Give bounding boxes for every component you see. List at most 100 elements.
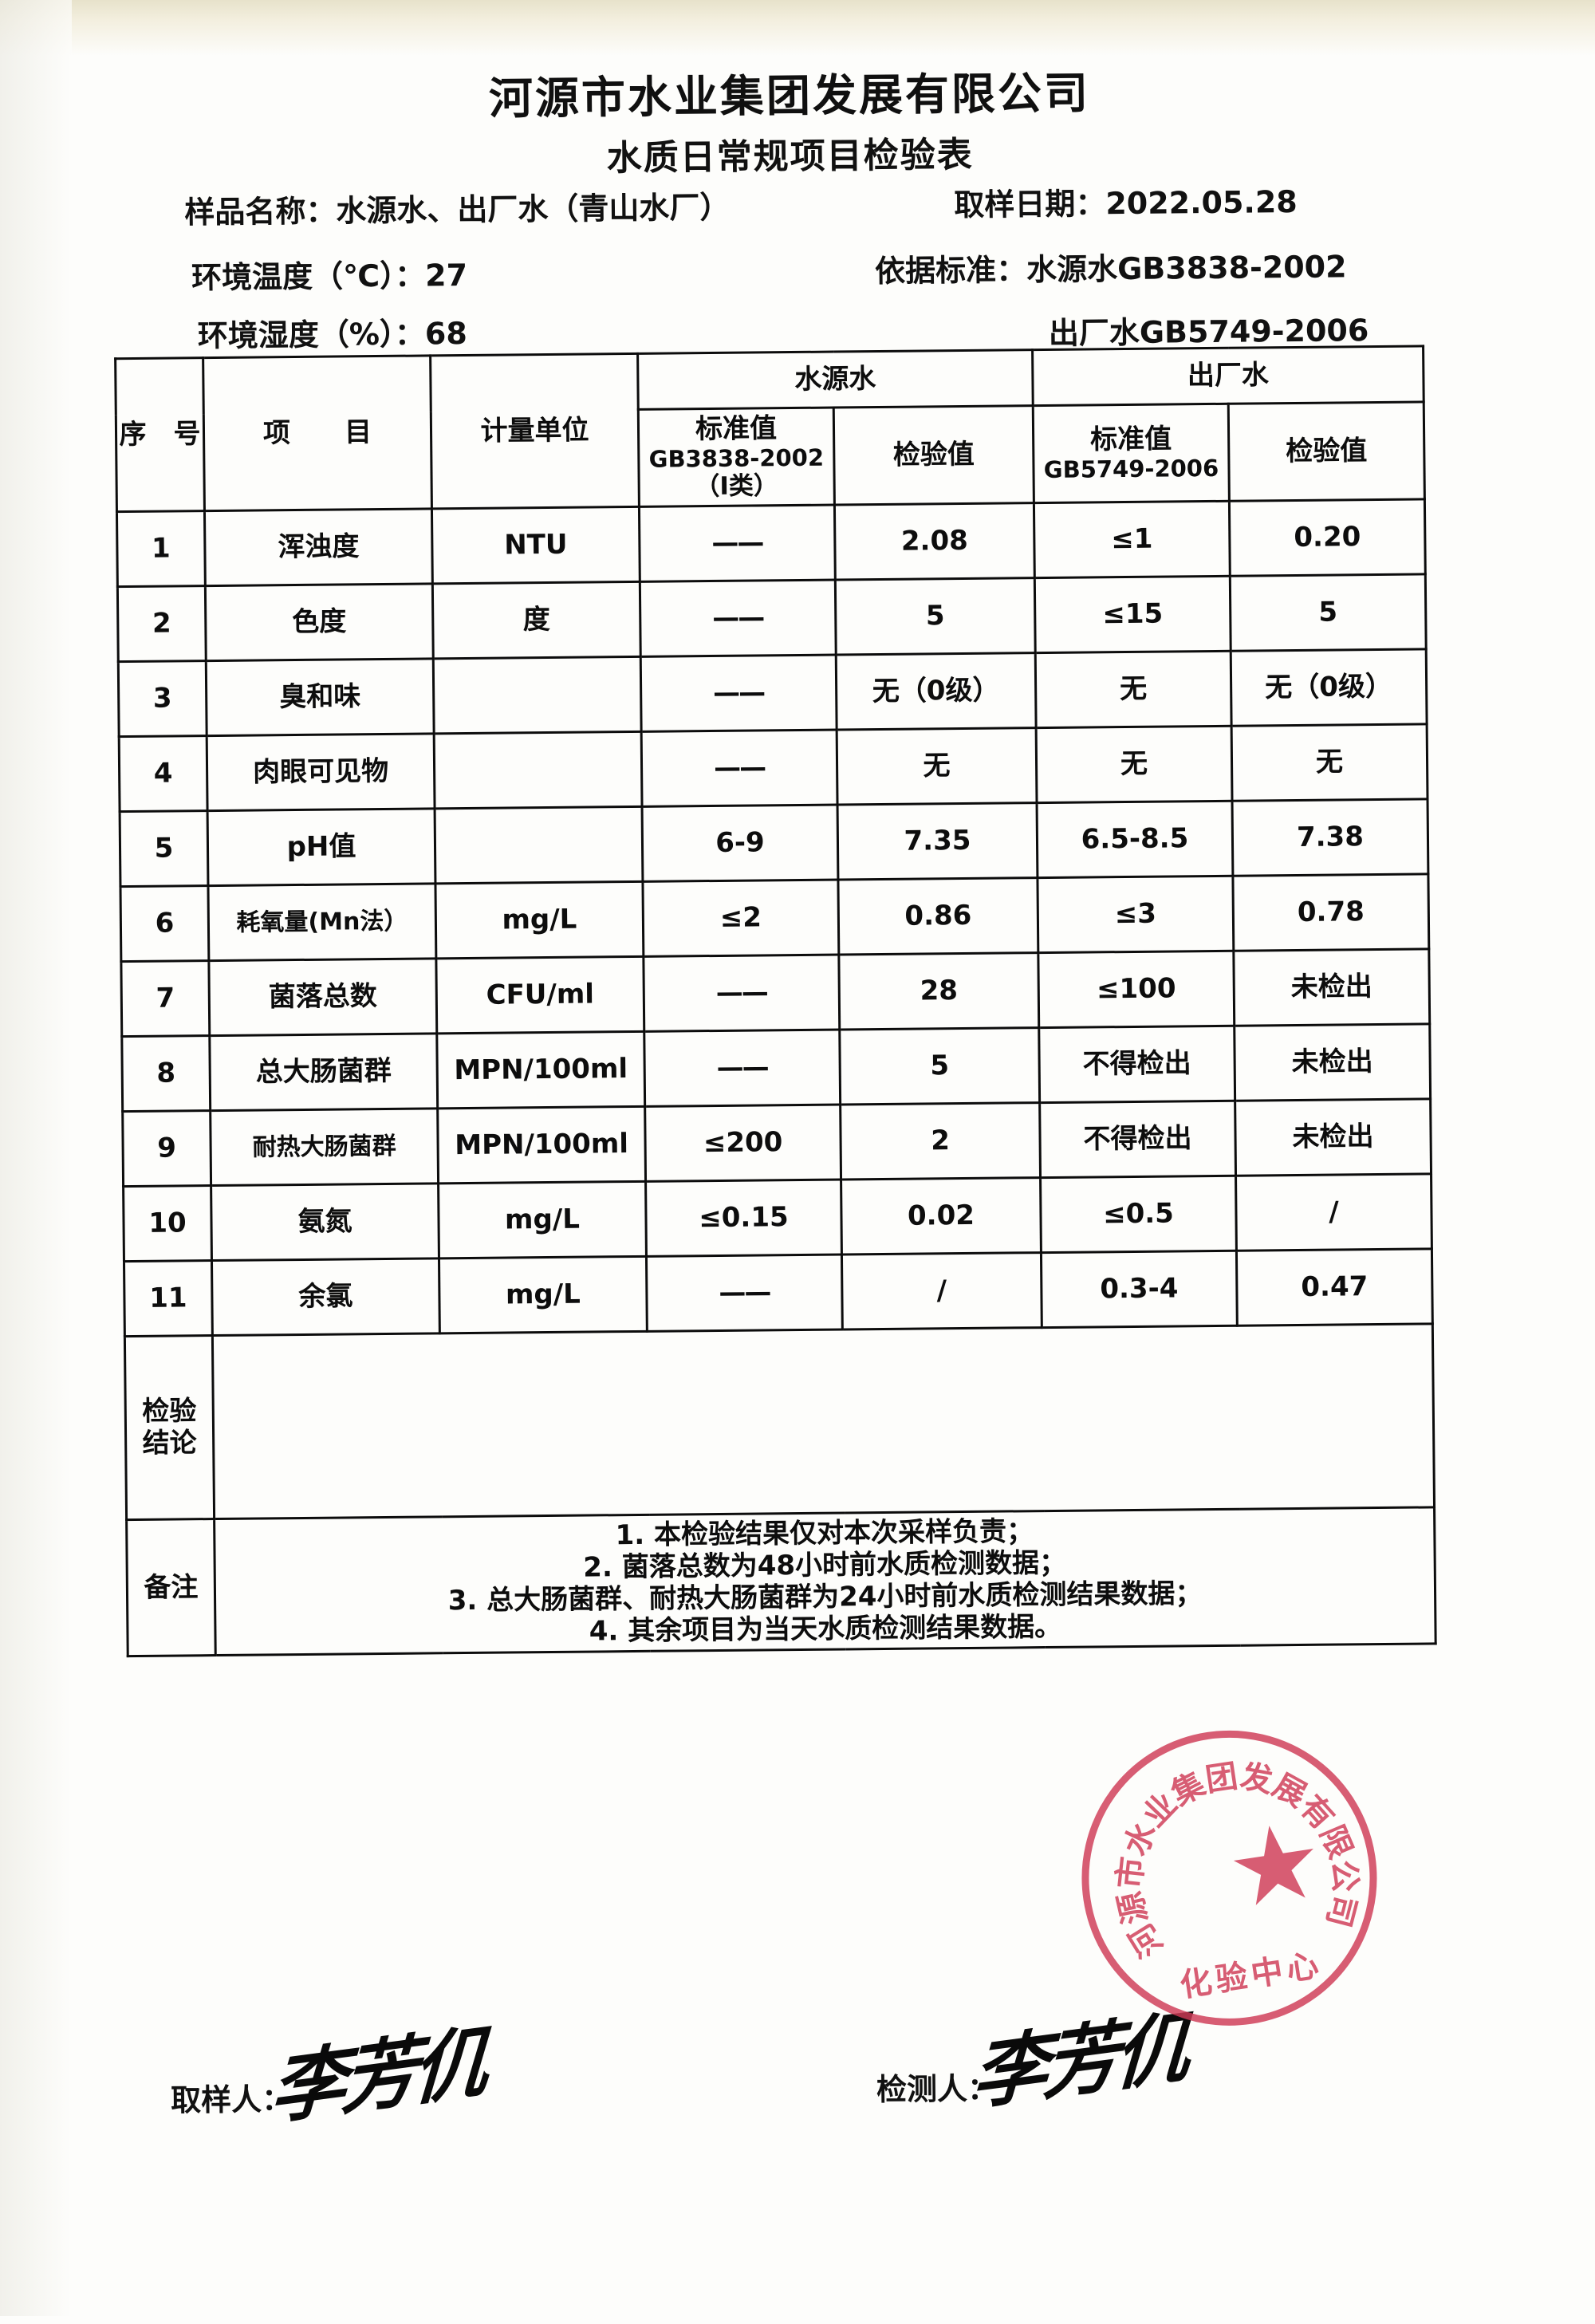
cell-source-value: /: [841, 1252, 1042, 1329]
cell-finished-standard: 0.3-4: [1041, 1251, 1238, 1328]
cell-no: 3: [118, 660, 207, 737]
col-header-finished-group: 出厂水: [1032, 345, 1424, 406]
cell-item: 肉眼可见物: [207, 733, 435, 811]
col-header-finished-tested: 检验值: [1228, 401, 1425, 502]
cell-item: 色度: [205, 583, 434, 661]
cell-unit: CFU/ml: [435, 956, 644, 1034]
cell-finished-value: 5: [1230, 573, 1427, 652]
cell-finished-standard: ≤1: [1034, 501, 1231, 578]
cell-source-value: 2: [840, 1102, 1041, 1180]
cell-unit: mg/L: [438, 1181, 647, 1259]
cell-finished-standard: 6.5-8.5: [1037, 801, 1233, 878]
col-header-item: 项 目: [203, 355, 432, 511]
cell-source-value: 28: [838, 952, 1039, 1030]
sampler-signature: 李芳仉: [267, 2015, 487, 2136]
conclusion-row: 检验 结论: [124, 1323, 1435, 1520]
company-title: 河源市水业集团发展有限公司: [488, 67, 1091, 124]
ambient-temperature: 环境温度（℃）：27: [191, 257, 468, 296]
cell-source-value: 7.35: [837, 802, 1038, 880]
table-row: 2 色度 度 —— 5 ≤15 5: [117, 573, 1427, 662]
cell-unit: [435, 806, 643, 884]
table-row: 1 浑浊度 NTU —— 2.08 ≤1 0.20: [116, 498, 1426, 587]
cell-no: 9: [122, 1110, 211, 1187]
tester-label: 检测人：: [876, 2070, 998, 2108]
table-row: 9 耐热大肠菌群 MPN/100ml ≤200 2 不得检出 未检出: [122, 1098, 1432, 1187]
cell-source-standard: ——: [643, 954, 840, 1032]
cell-no: 6: [120, 885, 209, 962]
cell-source-standard: ≤200: [644, 1104, 841, 1182]
cell-source-standard: ——: [644, 1029, 841, 1107]
cell-finished-value: 未检出: [1233, 948, 1430, 1026]
conclusion-label: 检验 结论: [124, 1335, 215, 1520]
cell-source-standard: ≤0.15: [645, 1179, 842, 1257]
cell-unit: NTU: [431, 506, 640, 584]
inspection-table: 序 号 项 目 计量单位 水源水 出厂水 标准值 GB3838-2002 （Ⅰ类…: [114, 345, 1437, 1657]
col-header-no: 序 号: [115, 357, 205, 512]
cell-source-value: 5: [839, 1027, 1040, 1105]
cell-item: 浑浊度: [204, 508, 433, 586]
cell-no: 8: [121, 1035, 211, 1112]
cell-source-standard: 6-9: [642, 804, 838, 882]
cell-no: 5: [120, 810, 208, 887]
cell-source-value: 0.02: [841, 1177, 1042, 1255]
cell-unit: mg/L: [439, 1256, 648, 1333]
cell-item: pH值: [207, 808, 435, 886]
cell-source-standard: ——: [640, 579, 837, 657]
cell-item: 菌落总数: [208, 958, 437, 1036]
table-row: 10 氨氮 mg/L ≤0.15 0.02 ≤0.5 /: [123, 1173, 1432, 1262]
cell-source-standard: ≤2: [642, 879, 839, 957]
cell-unit: [433, 656, 642, 734]
seal-ring-text: 河源市水业集团发展有限公司: [1111, 1758, 1364, 1964]
cell-no: 11: [124, 1260, 213, 1337]
cell-finished-standard: 不得检出: [1038, 1026, 1235, 1103]
remark-text: 1. 本检验结果仅对本次采样负责； 2. 菌落总数为48小时前水质检测数据； 3…: [214, 1507, 1436, 1656]
cell-source-standard: ——: [640, 654, 837, 732]
cell-finished-value: 无（0级）: [1231, 648, 1428, 727]
cell-finished-value: 7.38: [1232, 798, 1428, 876]
col-header-unit: 计量单位: [430, 353, 640, 509]
cell-finished-value: 无: [1231, 723, 1428, 802]
tester-signature: 李芳仉: [969, 2001, 1189, 2121]
cell-no: 4: [119, 735, 208, 812]
cell-finished-value: 0.20: [1229, 498, 1426, 577]
cell-finished-standard: 无: [1035, 651, 1232, 728]
cell-source-standard: ——: [646, 1254, 843, 1332]
seal-center-text: 化验中心: [1177, 1947, 1325, 2005]
cell-finished-value: 未检出: [1235, 1098, 1432, 1176]
ambient-humidity: 环境湿度（%）：68: [197, 315, 468, 354]
cell-finished-standard: 无: [1036, 726, 1233, 803]
conclusion-text: [212, 1323, 1435, 1519]
cell-unit: MPN/100ml: [437, 1106, 646, 1184]
remark-label: 备注: [126, 1518, 216, 1656]
cell-item: 余氯: [211, 1258, 440, 1336]
cell-source-value: 2.08: [834, 502, 1035, 580]
col-header-source-tested: 检验值: [833, 405, 1034, 505]
cell-unit: [434, 731, 643, 809]
table-row: 4 肉眼可见物 —— 无 无 无: [119, 723, 1428, 812]
table-row: 11 余氯 mg/L —— / 0.3-4 0.47: [124, 1248, 1433, 1337]
cell-finished-standard: ≤15: [1034, 576, 1231, 653]
cell-unit: MPN/100ml: [436, 1031, 645, 1109]
cell-source-value: 0.86: [837, 877, 1038, 955]
cell-finished-value: /: [1235, 1173, 1432, 1251]
cell-item: 总大肠菌群: [209, 1033, 438, 1111]
basis-standard-source: 依据标准：水源水GB3838-2002: [874, 249, 1347, 290]
cell-no: 2: [117, 585, 207, 662]
table-row: 7 菌落总数 CFU/ml —— 28 ≤100 未检出: [120, 948, 1430, 1037]
cell-source-value: 无（0级）: [836, 652, 1037, 730]
cell-no: 7: [120, 960, 210, 1037]
cell-finished-value: 0.78: [1232, 873, 1429, 951]
cell-source-standard: ——: [641, 729, 838, 807]
col-header-source-standard: 标准值 GB3838-2002 （Ⅰ类）: [638, 408, 835, 507]
cell-finished-standard: ≤0.5: [1040, 1176, 1237, 1253]
cell-source-value: 无: [837, 727, 1038, 805]
remark-row: 备注 1. 本检验结果仅对本次采样负责； 2. 菌落总数为48小时前水质检测数据…: [126, 1507, 1436, 1656]
cell-finished-standard: ≤100: [1038, 951, 1235, 1028]
cell-item: 氨氮: [211, 1183, 439, 1261]
document-title: 水质日常规项目检验表: [606, 134, 974, 179]
table-row: 3 臭和味 —— 无（0级） 无 无（0级）: [118, 648, 1428, 737]
sampling-date: 取样日期：2022.05.28: [954, 183, 1298, 223]
cell-no: 1: [116, 510, 206, 587]
cell-no: 10: [123, 1185, 212, 1262]
